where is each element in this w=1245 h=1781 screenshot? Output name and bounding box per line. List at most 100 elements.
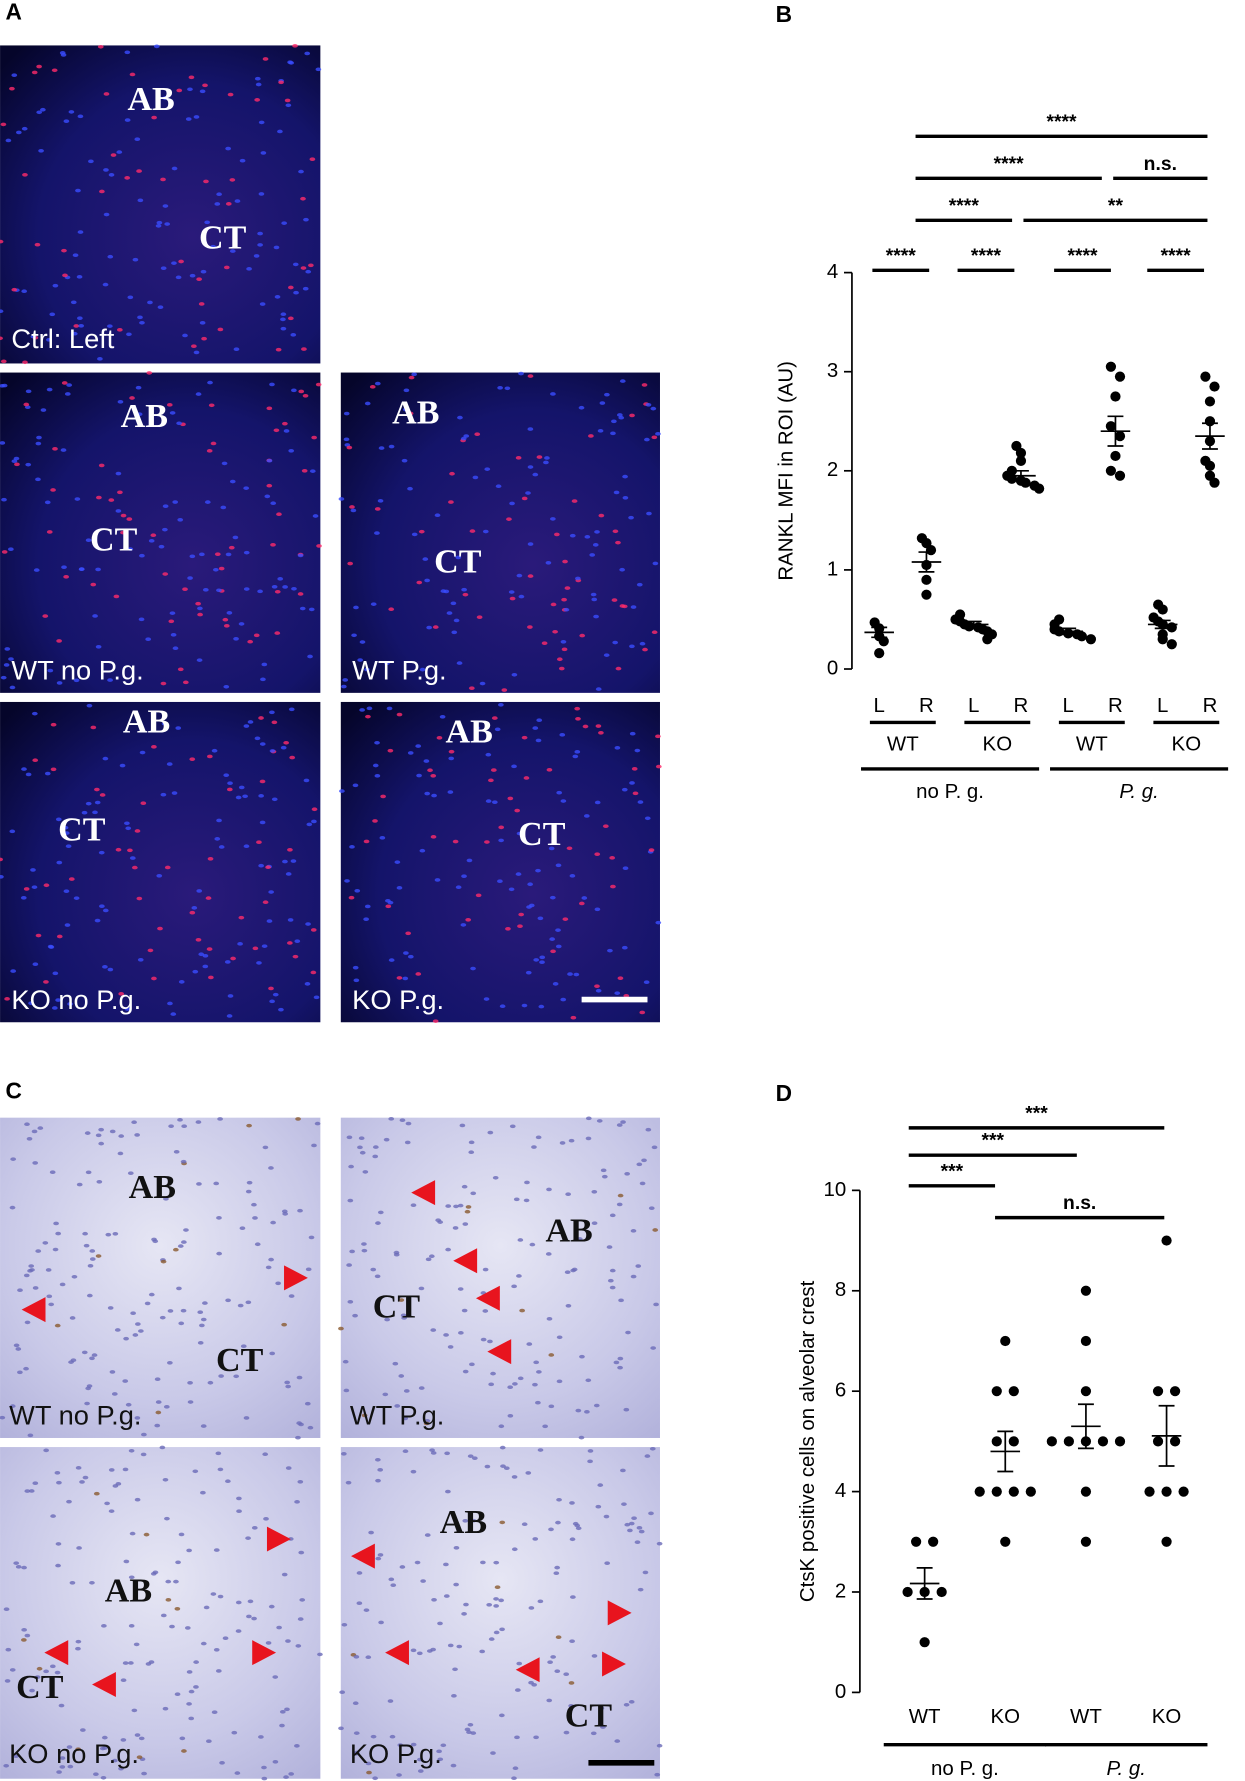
cell-nucleus [353,1731,360,1735]
tissue-label: CT [434,543,482,580]
cell-nucleus [589,553,596,557]
cell-nucleus [560,997,567,1002]
cell-nucleus [217,327,224,332]
cell-nucleus [418,1286,425,1291]
cell-nucleus [129,1531,136,1536]
supergroup-label: P. g. [1119,780,1158,803]
cell-nucleus [171,166,178,171]
cell-nucleus [17,1370,23,1375]
data-point [1085,634,1097,645]
cell-nucleus [462,1518,469,1523]
sem-bar [1077,1403,1094,1450]
sem-bar [871,626,888,639]
cell-nucleus [499,1445,506,1450]
cell-nucleus [94,800,101,805]
cell-nucleus [499,1713,505,1718]
cell-nucleus [272,1760,279,1764]
cell-nucleus [56,1480,62,1485]
cell-nucleus [95,567,101,572]
cell-nucleus [21,1628,27,1632]
cell-nucleus [152,1570,159,1575]
cell-nucleus [536,718,543,723]
cell-nucleus [261,944,268,948]
cell-nucleus [366,706,373,711]
cell-nucleus [202,964,209,969]
cell-nucleus [354,888,361,893]
cell-nucleus [521,1003,528,1008]
cell-nucleus [604,392,610,397]
cell-nucleus [479,681,486,686]
cell-nucleus [109,1129,116,1134]
cell-nucleus [85,538,92,543]
cell-nucleus [93,1491,100,1496]
cell-nucleus [463,1602,469,1607]
cell-nucleus [595,988,602,993]
cell-nucleus [137,198,144,203]
cell-nucleus [585,1116,592,1121]
cell-nucleus [160,177,166,182]
cell-nucleus [117,490,123,495]
micrograph [339,701,662,1023]
cell-nucleus [271,720,278,725]
cell-nucleus [652,1228,659,1232]
cell-nucleus [124,118,131,122]
cell-nucleus [416,1651,423,1656]
cell-nucleus [629,781,635,785]
cell-nucleus [469,1362,475,1367]
cell-nucleus [213,1181,220,1186]
cell-nucleus [480,1560,486,1565]
cell-nucleus [511,1475,518,1479]
cell-nucleus [393,1250,400,1255]
cell-nucleus [488,1637,495,1641]
y-axis-label: CtsK positive cells on alveolar crest [796,1280,819,1602]
cell-nucleus [639,1010,646,1015]
cell-nucleus [9,86,15,91]
cell-nucleus [592,543,599,547]
cell-nucleus [443,1594,450,1598]
cell-nucleus [461,1184,468,1189]
cell-nucleus [388,444,395,449]
cell-nucleus [229,249,236,253]
cell-nucleus [199,1323,205,1328]
cell-nucleus [69,1316,76,1320]
cell-nucleus [302,286,309,291]
cell-nucleus [160,792,167,797]
arrowhead [385,1640,409,1666]
cell-nucleus [607,1278,614,1283]
sem-bar [918,551,935,573]
micrograph-bg [340,1447,660,1779]
cell-nucleus [107,1306,114,1310]
data-point [1114,470,1126,481]
cell-nucleus [182,333,188,338]
cell-nucleus [591,597,598,602]
cell-nucleus [424,791,431,796]
cell-nucleus [519,1308,525,1313]
cell-nucleus [78,323,85,328]
cell-nucleus [298,389,305,394]
cell-nucleus [92,810,98,815]
cell-nucleus [221,461,228,466]
cell-nucleus [275,347,282,352]
cell-nucleus [178,1321,185,1326]
cell-nucleus [497,385,503,390]
cell-nucleus [35,1249,42,1253]
x-tick-label: KO [1152,1705,1182,1728]
cell-nucleus [9,685,16,690]
cell-nucleus [225,552,232,557]
cell-nucleus [569,874,576,878]
cell-nucleus [120,530,126,535]
cell-nucleus [129,856,136,860]
cell-nucleus [457,1203,464,1208]
cell-nucleus [390,1583,397,1587]
cell-nucleus [342,678,349,682]
cell-nucleus [29,1688,35,1693]
cell-nucleus [568,1138,575,1143]
tissue-label: CT [216,1342,264,1379]
cell-nucleus [292,44,298,48]
arrowhead [475,1285,500,1311]
cell-nucleus [410,1648,417,1653]
cell-nucleus [420,1579,426,1583]
cell-nucleus [246,1180,253,1185]
cell-nucleus [426,625,433,630]
cell-nucleus [600,1168,607,1173]
